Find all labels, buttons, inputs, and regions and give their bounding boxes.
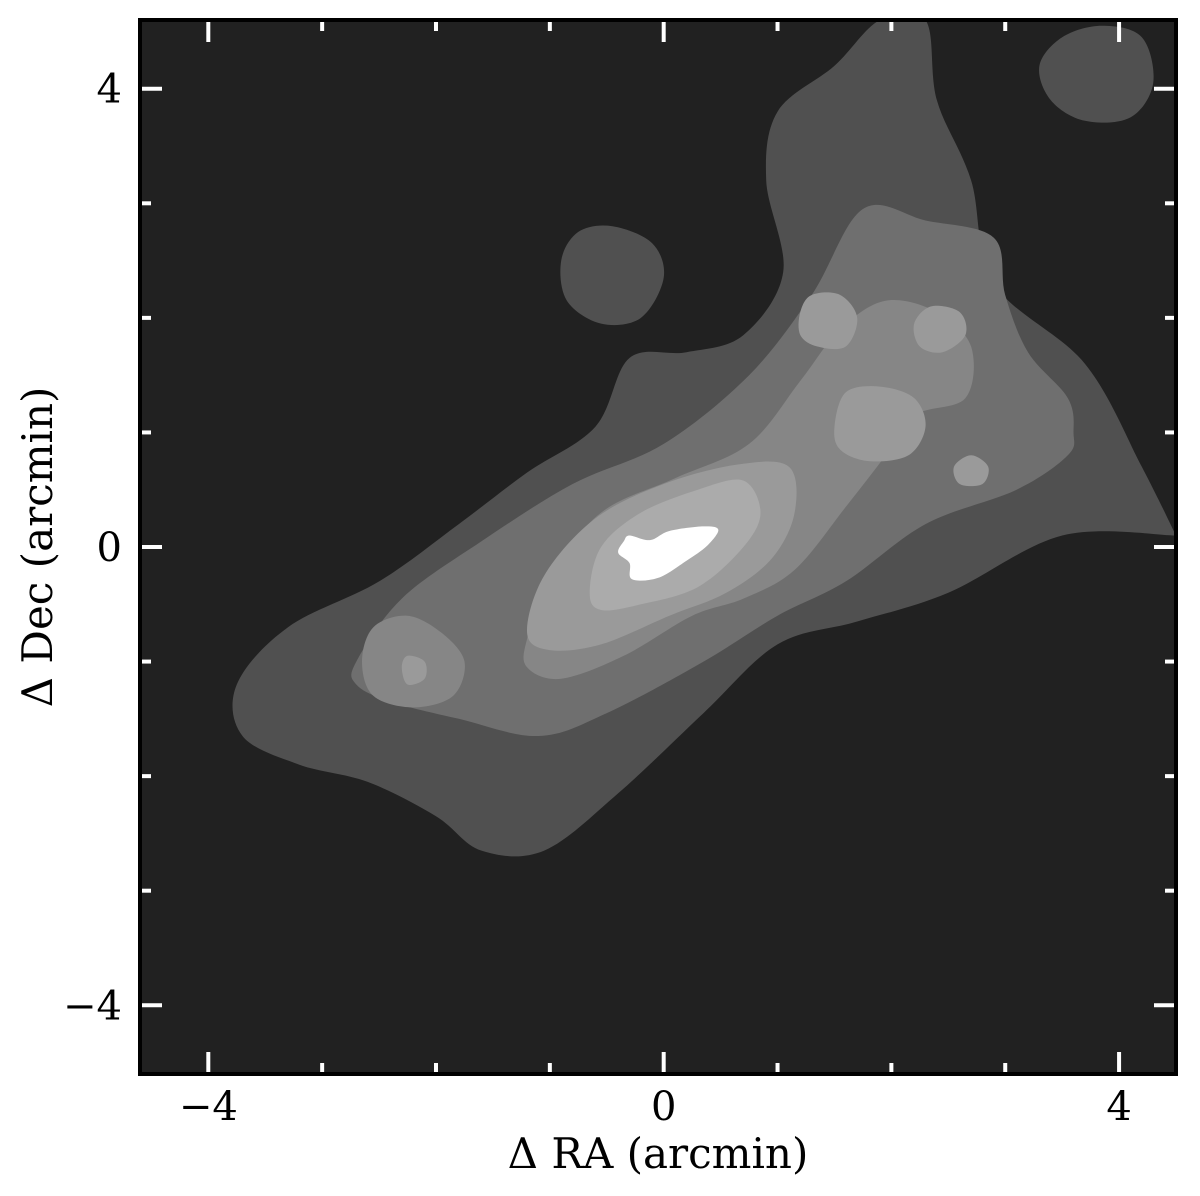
x-axis-label: Δ RA (arcmin) <box>508 1129 809 1178</box>
contour-level-1-region-2 <box>1039 25 1154 123</box>
x-tick-label: −4 <box>179 1084 238 1130</box>
contour-level-1-region-1 <box>560 225 665 326</box>
y-tick-label: −4 <box>63 983 122 1029</box>
contour-level-4-region-11 <box>953 455 989 487</box>
contour-level-4-region-8 <box>798 292 858 350</box>
plot-frame <box>138 18 1178 1076</box>
contour-level-4-region-9 <box>913 305 967 353</box>
contour-level-6-region-13 <box>618 526 719 581</box>
x-tick-label: 4 <box>1106 1084 1131 1130</box>
x-tick-label: 0 <box>651 1084 676 1130</box>
contour-level-4-region-10 <box>401 655 427 686</box>
y-axis-label: Δ Dec (arcmin) <box>13 387 62 708</box>
contour-regions <box>232 20 1176 857</box>
tick-labels: −4 0 4 −4 0 4 <box>63 67 1132 1130</box>
contour-level-4-region-7 <box>834 386 926 462</box>
y-tick-label: 0 <box>97 525 122 571</box>
y-tick-label: 4 <box>97 67 122 113</box>
